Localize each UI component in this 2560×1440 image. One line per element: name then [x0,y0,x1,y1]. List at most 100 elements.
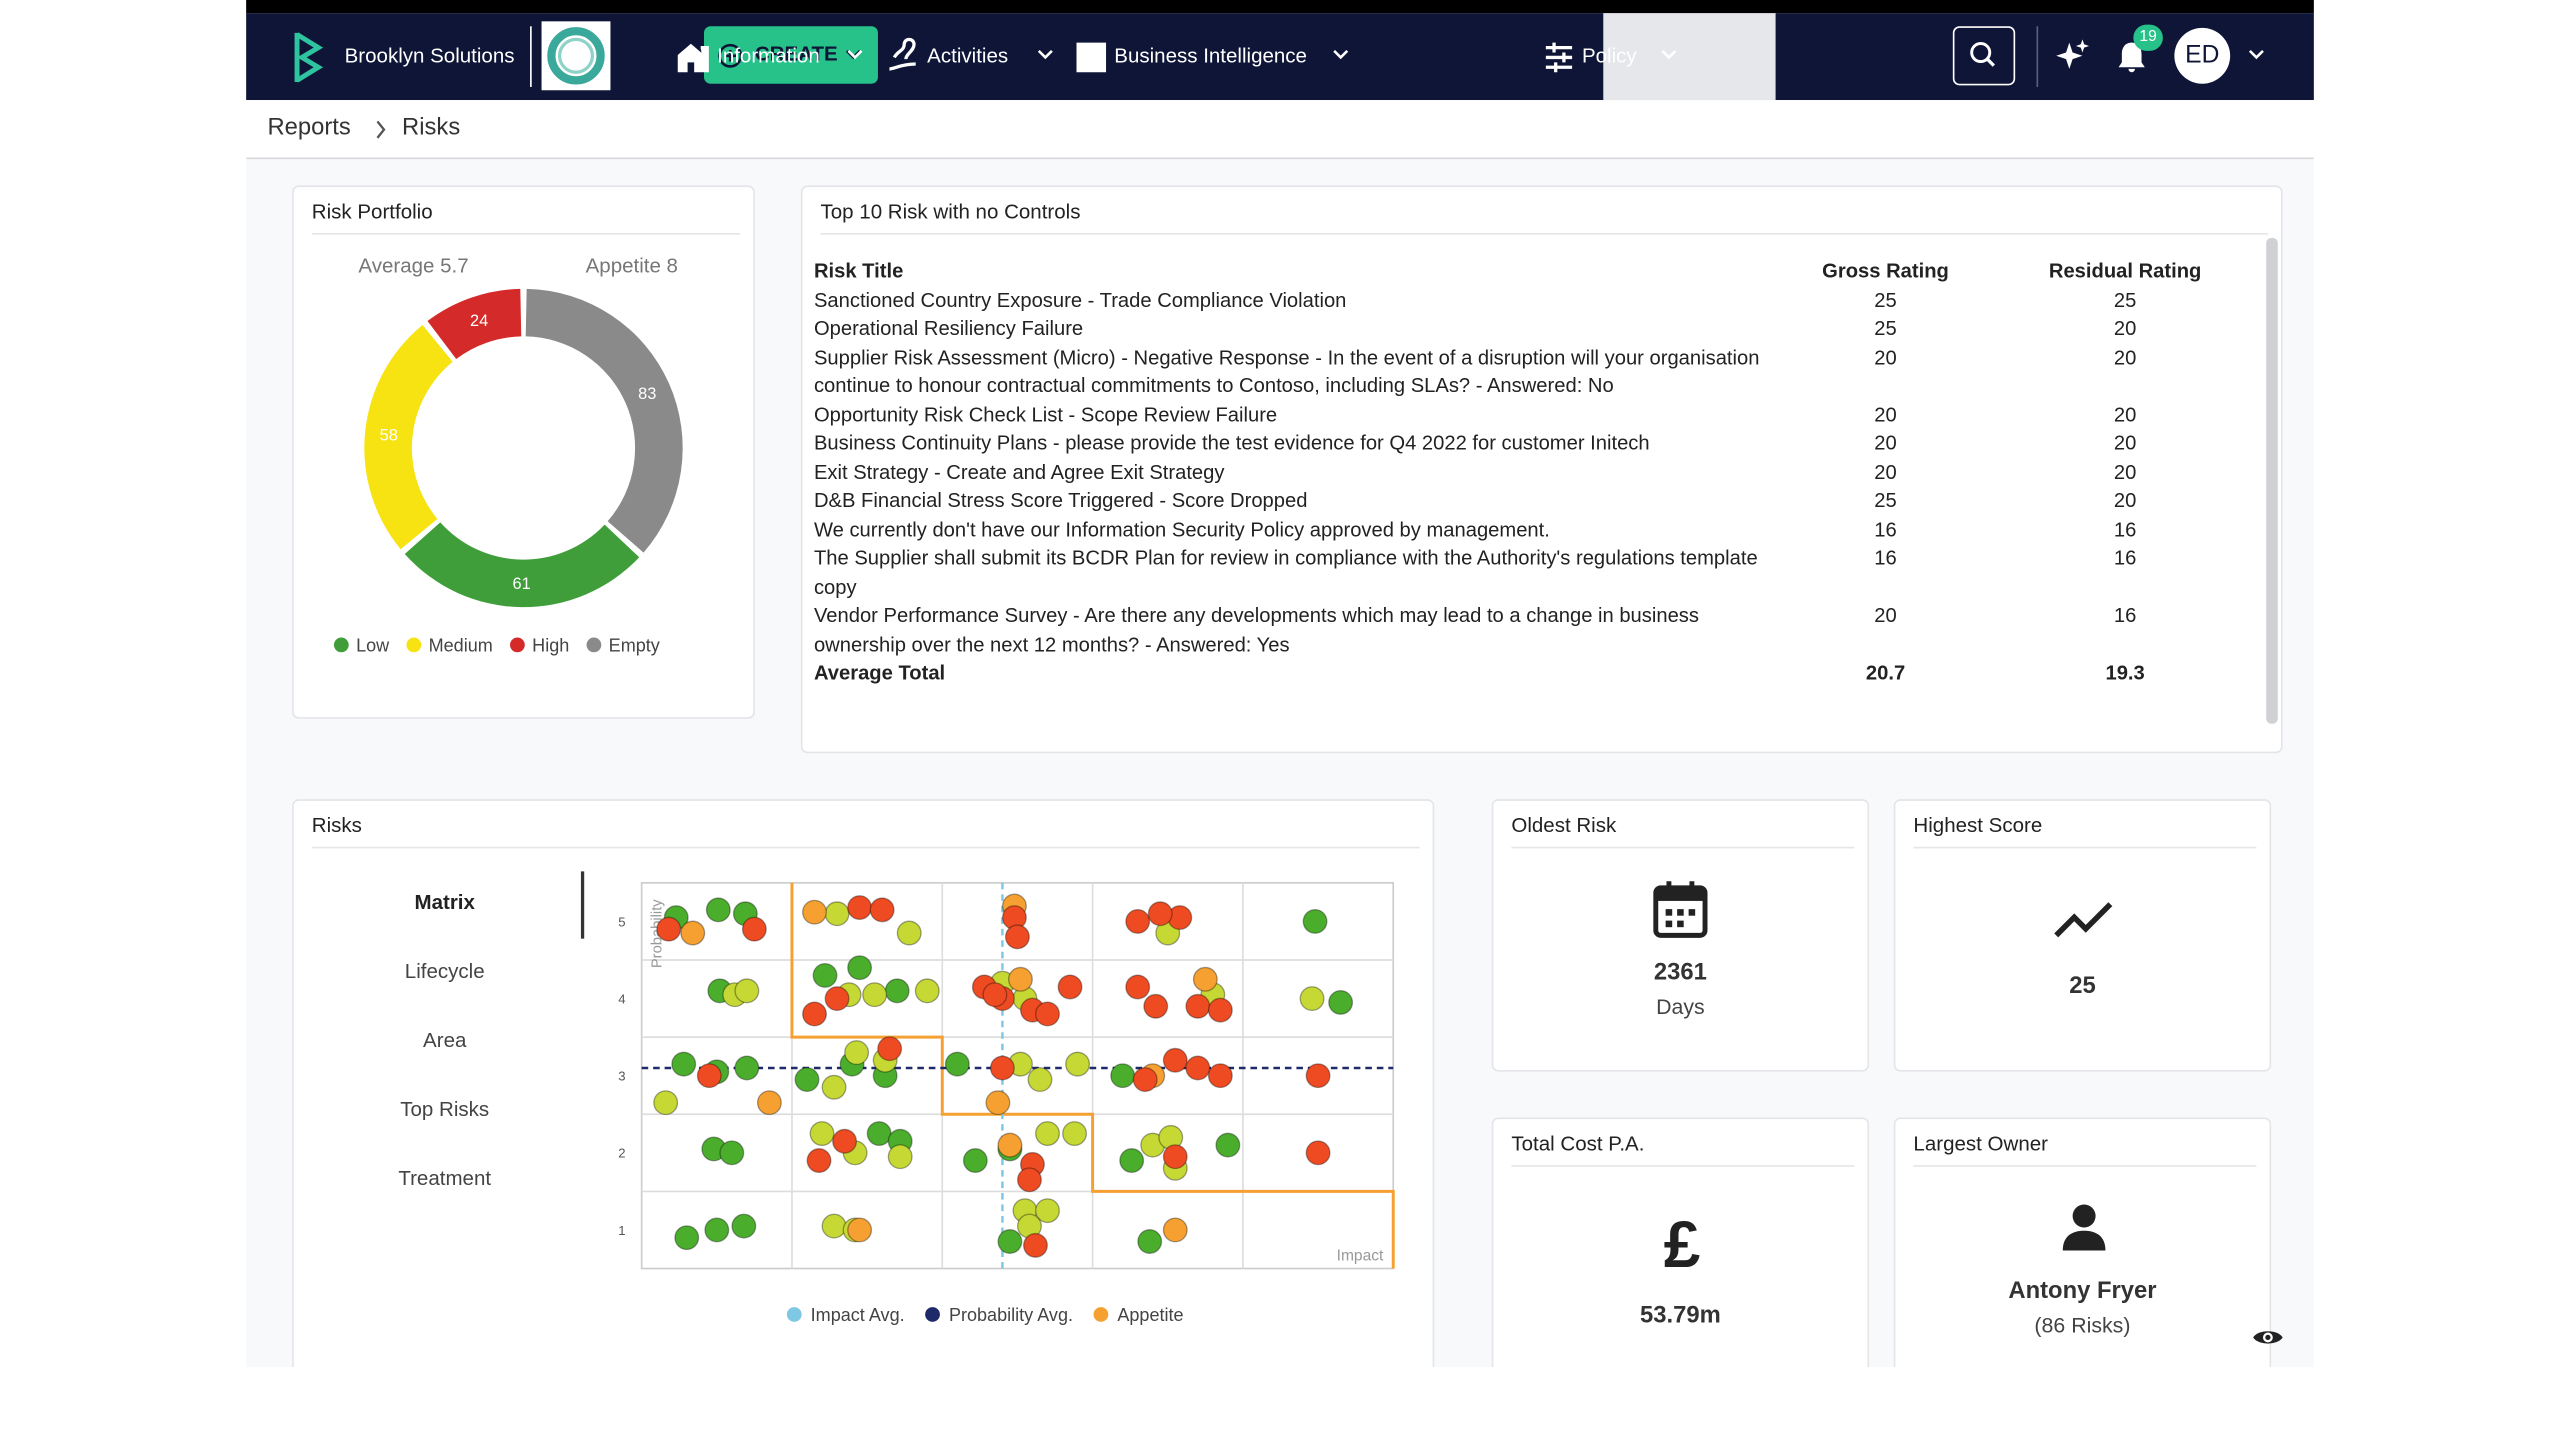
risk-point[interactable] [821,1213,847,1239]
chevron[interactable] [1037,49,1053,62]
risk-point[interactable] [832,1128,858,1154]
chevron[interactable] [1505,49,1521,62]
chevron[interactable] [847,49,863,62]
risk-point[interactable] [1147,901,1173,927]
risk-point[interactable] [802,899,827,925]
risk-point[interactable] [741,916,767,942]
risk-point[interactable] [1035,1198,1060,1224]
risk-point[interactable] [1057,974,1083,1000]
create-button[interactable]: CREATE [704,26,878,84]
risk-point[interactable] [1004,924,1030,950]
risk-point[interactable] [756,1090,782,1116]
menu-item[interactable]: Activities [927,44,1009,68]
risk-point[interactable] [674,1225,700,1251]
risk-point[interactable] [1023,1232,1048,1258]
avatar[interactable]: ED [2174,27,2231,84]
menu-icon[interactable] [676,38,709,74]
risk-point[interactable] [1162,1047,1188,1073]
tab[interactable]: Area [423,1028,467,1052]
risk-point[interactable] [1143,993,1169,1019]
risk-point[interactable] [1185,993,1211,1019]
chevron[interactable] [2248,49,2264,62]
menu-item[interactable]: Business Intelligence [1114,44,1307,68]
risk-point[interactable] [653,1090,679,1116]
ai-icon[interactable] [2055,38,2091,74]
risk-point[interactable] [1027,1067,1053,1093]
risk-point[interactable] [1207,1063,1233,1089]
scrollbar[interactable] [2266,237,2278,724]
risk-point[interactable] [985,1090,1011,1116]
eye-icon[interactable] [2251,1326,2284,1349]
menu-icon[interactable] [1368,38,1402,74]
risk-point[interactable] [1035,1121,1060,1147]
risk-point[interactable] [1207,997,1233,1023]
risk-point[interactable] [847,895,873,921]
risk-point[interactable] [680,920,706,946]
menu-item[interactable]: Monitor [1408,44,1477,68]
risk-point[interactable] [734,978,760,1004]
risk-point[interactable] [731,1213,757,1239]
risk-point[interactable] [812,962,838,988]
risk-point[interactable] [696,1063,722,1089]
risk-point[interactable] [734,1055,760,1081]
risk-point[interactable] [847,1217,873,1243]
risk-point[interactable] [1065,1051,1091,1077]
risk-point[interactable] [1328,989,1354,1015]
risk-point[interactable] [824,901,850,927]
risk-point[interactable] [1110,1063,1136,1089]
risk-point[interactable] [809,1121,835,1147]
risk-point[interactable] [1305,1140,1331,1166]
risk-point[interactable] [884,978,910,1004]
risk-point[interactable] [1062,1121,1088,1147]
risk-point[interactable] [862,982,888,1008]
risk-point[interactable] [989,1055,1015,1081]
risk-point[interactable] [1305,1063,1331,1089]
menu-icon[interactable] [1543,38,1576,74]
risk-point[interactable] [1035,1001,1060,1027]
risk-point[interactable] [844,1040,870,1066]
bell-icon[interactable] [2115,39,2148,75]
chevron[interactable] [1333,49,1349,62]
risk-point[interactable] [1192,966,1218,992]
risk-point[interactable] [982,982,1008,1008]
risk-point[interactable] [962,1148,988,1174]
risk-point[interactable] [705,897,731,923]
risk-point[interactable] [887,1144,913,1170]
risk-point[interactable] [1185,1055,1211,1081]
risk-point[interactable] [1125,974,1151,1000]
risk-point[interactable] [1132,1067,1158,1093]
risk-point[interactable] [1125,908,1151,934]
risk-point[interactable] [869,897,895,923]
risk-point[interactable] [1162,1144,1188,1170]
search-button[interactable] [1952,26,2016,86]
risk-point[interactable] [997,1229,1023,1254]
risk-point[interactable] [1016,1167,1042,1193]
risk-point[interactable] [1162,1217,1188,1243]
risk-point[interactable] [896,920,922,946]
risk-point[interactable] [1007,966,1033,992]
risk-point[interactable] [1119,1148,1145,1174]
menu-icon[interactable] [885,37,918,74]
risk-point[interactable] [719,1140,745,1166]
risk-point[interactable] [877,1036,903,1062]
menu-item[interactable]: Policy [1581,44,1637,68]
tab[interactable]: Top Risks [400,1097,490,1121]
risk-point[interactable] [1302,908,1328,934]
risk-point[interactable] [824,986,850,1012]
risk-point[interactable] [997,1132,1023,1158]
menu-icon[interactable] [1075,38,1108,74]
menu-item[interactable]: Information [717,44,820,68]
risk-point[interactable] [944,1051,970,1077]
risk-point[interactable] [914,978,940,1004]
risk-point[interactable] [794,1067,820,1093]
breadcrumb-item[interactable]: Reports [267,114,351,142]
risk-point[interactable] [847,955,873,981]
chevron[interactable] [1661,49,1677,62]
risk-point[interactable] [671,1051,697,1077]
risk-point[interactable] [866,1121,892,1147]
risk-point[interactable] [704,1217,730,1243]
risk-point[interactable] [802,1001,827,1027]
risk-point[interactable] [821,1074,847,1100]
risk-point[interactable] [1215,1132,1241,1158]
tab[interactable]: Treatment [398,1166,492,1190]
